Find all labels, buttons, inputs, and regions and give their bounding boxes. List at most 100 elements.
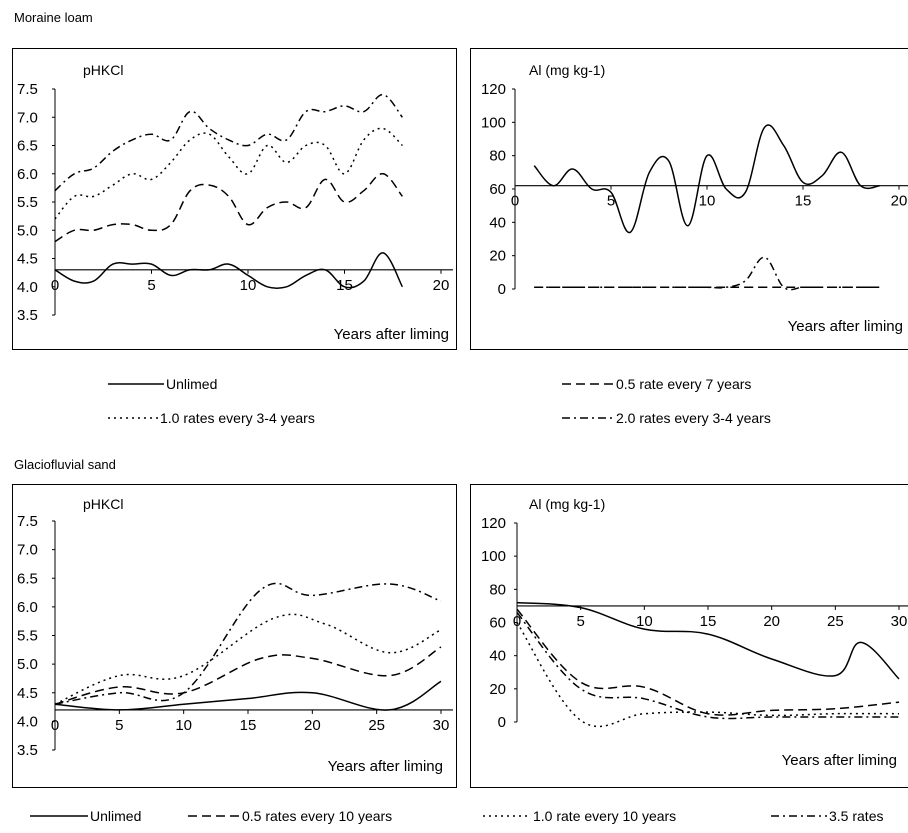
y-tick-label: 4.0	[17, 279, 38, 296]
legend-swatch-dashdot	[562, 417, 614, 419]
series-line-solid	[54, 680, 442, 711]
y-tick-label: 120	[481, 515, 506, 532]
y-tick-label: 6.0	[17, 166, 38, 183]
moraine-ph-chart: pHKCl 3.5 4.0 4.5 5.0 5.5 6.0 6.5 7.0 7.5 0 5 10 15 20…	[12, 48, 457, 350]
legend-item-dashdot: 2.0 rates every 3-4 years	[562, 410, 771, 426]
y-tick-label: 3.5	[17, 307, 38, 324]
legend-item-unlimed: Unlimed	[30, 808, 141, 824]
series-line-solid	[533, 124, 880, 234]
series-line-dot	[516, 622, 900, 728]
y-tick-label: 40	[489, 648, 506, 665]
x-tick-label: 10	[175, 717, 192, 734]
y-tick-label: 4.5	[17, 685, 38, 702]
x-tick-label: 5	[115, 717, 123, 734]
legend-swatch-solid	[30, 815, 88, 817]
x-tick-label: 25	[368, 717, 385, 734]
x-tick-label: 0	[51, 277, 59, 294]
y-tick-label: 5.0	[17, 656, 38, 673]
series-line-solid	[54, 252, 404, 290]
y-tick-label: 0	[498, 714, 506, 731]
x-tick-label: 0	[511, 193, 519, 210]
moraine-al-chart: Al (mg kg-1) 0 20 40 60 80 100 120 0 5 10 15 20 Years…	[470, 48, 908, 350]
legend-item-dot: 1.0 rates every 3-4 years	[108, 410, 315, 426]
x-tick-label: 20	[763, 613, 780, 630]
legend-label: Unlimed	[90, 808, 142, 824]
series-line-dashdot	[516, 612, 899, 720]
legend-item-dashdot: 3.5 rates	[771, 808, 883, 824]
y-tick-label: 6.5	[17, 570, 38, 587]
chart-title: pHKCl	[83, 62, 123, 78]
x-tick-label: 10	[636, 613, 653, 630]
y-tick-label: 60	[489, 181, 506, 198]
x-tick-label: 5	[607, 193, 615, 210]
y-tick-label: 0	[498, 281, 506, 298]
x-tick-label: 30	[891, 613, 908, 630]
sand-ph-plot: pHKCl 3.5 4.0 4.5 5.0 5.5 6.0 6.5 7.0 7.5 0 5 10 15 20…	[17, 496, 453, 775]
series-line-dashdot	[54, 93, 403, 192]
legend-swatch-dot	[108, 417, 158, 419]
legend-swatch-dash	[188, 815, 240, 817]
y-tick-label: 4.0	[17, 713, 38, 730]
legend-item-dot: 1.0 rate every 10 years	[483, 808, 676, 824]
section-title-sand: Glaciofluvial sand	[14, 457, 116, 472]
x-tick-label: 5	[576, 613, 584, 630]
series-line-dashdot	[534, 256, 880, 291]
sand-al-chart: Al (mg kg-1) 0 20 40 60 80 100 120 0 5 10 15 20 25 30 Y…	[470, 484, 908, 788]
legend-swatch-dashdot	[771, 815, 827, 817]
series-line-solid	[516, 601, 900, 680]
chart-title: pHKCl	[83, 496, 123, 512]
legend-label: 1.0 rates every 3-4 years	[160, 410, 315, 426]
x-tick-label: 15	[795, 193, 812, 210]
x-tick-label: 5	[147, 277, 155, 294]
series-line-dot	[54, 613, 442, 705]
series-line-dash	[54, 173, 403, 243]
legend-label: 0.5 rates every 10 years	[242, 808, 393, 824]
x-axis-label: Years after liming	[328, 758, 443, 775]
sand-ph-chart: pHKCl 3.5 4.0 4.5 5.0 5.5 6.0 6.5 7.0 7.5 0 5 10 15 20…	[12, 484, 457, 788]
legend-label: 0.5 rate every 7 years	[616, 376, 752, 392]
x-tick-label: 10	[240, 277, 257, 294]
y-tick-label: 120	[481, 81, 506, 98]
series-line-dashdot	[54, 582, 442, 705]
x-tick-label: 15	[240, 717, 257, 734]
legend-swatch-dot	[483, 815, 531, 817]
chart-title: Al (mg kg-1)	[529, 496, 605, 512]
moraine-al-plot: Al (mg kg-1) 0 20 40 60 80 100 120 0 5 10 15 20 Years…	[481, 62, 908, 335]
y-tick-label: 100	[481, 114, 506, 131]
y-tick-label: 6.0	[17, 599, 38, 616]
y-tick-label: 80	[489, 148, 506, 165]
x-axis-label: Years after liming	[788, 318, 903, 335]
moraine-ph-plot: pHKCl 3.5 4.0 4.5 5.0 5.5 6.0 6.5 7.0 7.5 0 5 10 15 20…	[17, 62, 453, 343]
series-line-dash	[516, 608, 900, 716]
legend-item-dash: 0.5 rates every 10 years	[188, 808, 392, 824]
legend-item-unlimed: Unlimed	[108, 376, 217, 392]
y-tick-label: 20	[489, 681, 506, 698]
legend-label: 2.0 rates every 3-4 years	[616, 410, 771, 426]
legend-swatch-solid	[108, 383, 164, 385]
y-tick-label: 5.0	[17, 222, 38, 239]
x-tick-label: 0	[513, 613, 521, 630]
x-tick-label: 15	[700, 613, 717, 630]
x-tick-label: 20	[891, 193, 908, 210]
x-tick-label: 25	[827, 613, 844, 630]
x-tick-label: 30	[433, 717, 450, 734]
y-tick-label: 7.0	[17, 542, 38, 559]
y-tick-label: 7.5	[17, 81, 38, 98]
y-tick-label: 5.5	[17, 194, 38, 211]
chart-title: Al (mg kg-1)	[529, 62, 605, 78]
y-tick-label: 60	[489, 615, 506, 632]
y-tick-label: 20	[489, 248, 506, 265]
x-axis-label: Years after liming	[334, 326, 449, 343]
x-tick-label: 20	[304, 717, 321, 734]
y-tick-label: 7.0	[17, 109, 38, 126]
x-axis-label: Years after liming	[782, 752, 897, 769]
x-tick-label: 15	[336, 277, 353, 294]
y-tick-label: 4.5	[17, 251, 38, 268]
y-tick-label: 6.5	[17, 138, 38, 155]
x-tick-label: 0	[51, 717, 59, 734]
x-tick-label: 20	[433, 277, 450, 294]
legend-label: Unlimed	[166, 376, 218, 392]
section-title-moraine: Moraine loam	[14, 10, 93, 25]
series-line-dot	[54, 127, 403, 220]
legend-label: 1.0 rate every 10 years	[533, 808, 677, 824]
